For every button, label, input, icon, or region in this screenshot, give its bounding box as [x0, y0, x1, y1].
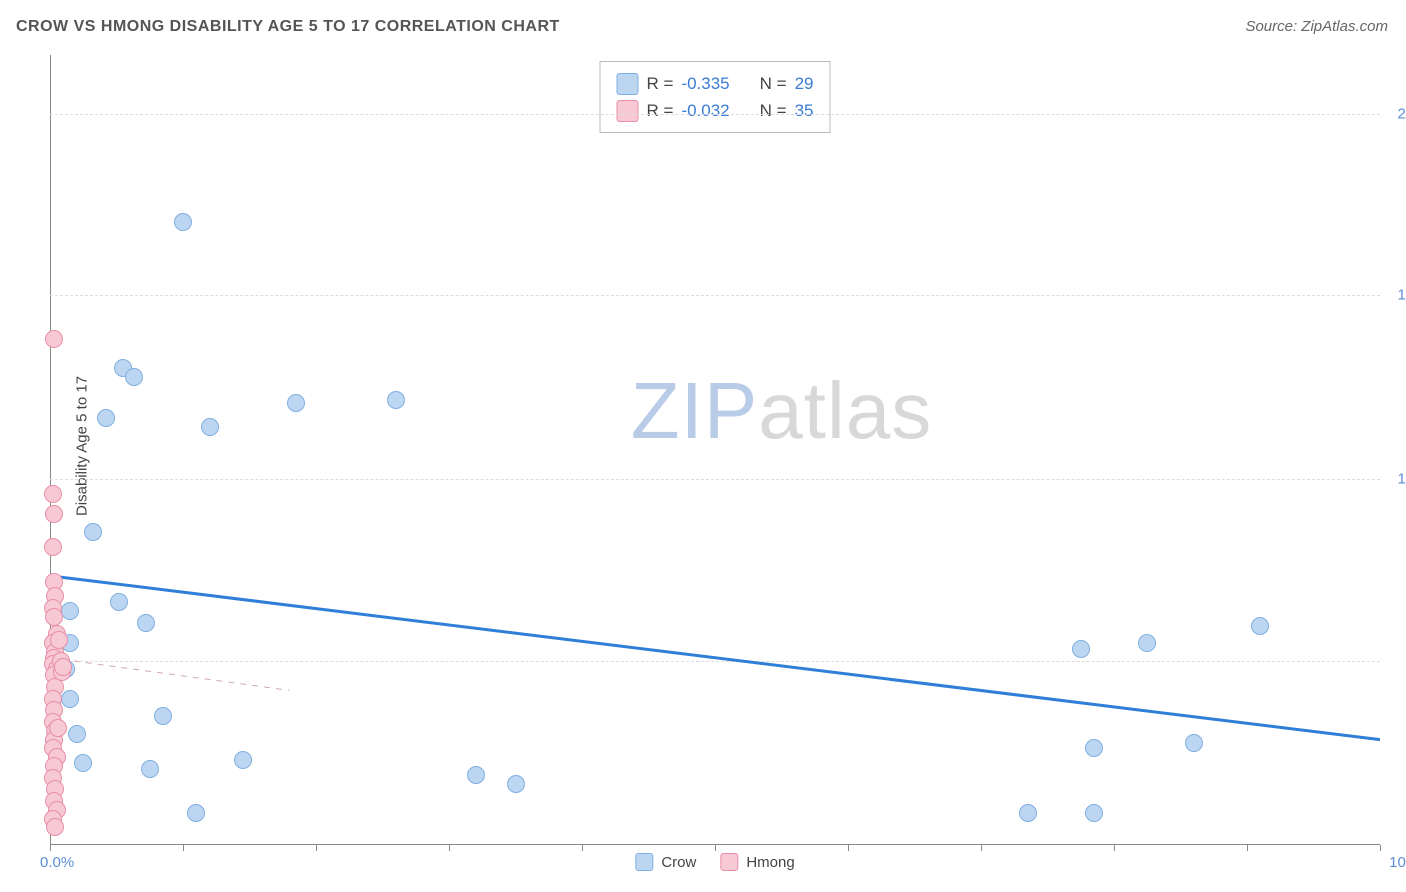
legend-r-value: -0.032	[681, 97, 729, 124]
gridline	[50, 479, 1380, 480]
legend-r-value: -0.335	[681, 70, 729, 97]
legend-swatch	[617, 100, 639, 122]
series-legend: Crow Hmong	[635, 853, 794, 871]
x-tick	[1247, 845, 1248, 851]
y-tick-label: 12.5%	[1385, 471, 1406, 488]
bottom-legend-item: Hmong	[720, 853, 794, 871]
chart-title: CROW VS HMONG DISABILITY AGE 5 TO 17 COR…	[16, 18, 560, 36]
data-point	[1138, 634, 1156, 652]
data-point	[61, 602, 79, 620]
watermark-zip: ZIP	[631, 366, 758, 455]
data-point	[49, 719, 67, 737]
legend-swatch	[617, 73, 639, 95]
legend-row: R = -0.335 N = 29	[617, 70, 814, 97]
data-point	[387, 391, 405, 409]
y-tick-label: 6.3%	[1385, 652, 1406, 669]
data-point	[74, 754, 92, 772]
data-point	[44, 485, 62, 503]
data-point	[68, 725, 86, 743]
data-point	[1072, 640, 1090, 658]
x-tick	[183, 845, 184, 851]
x-tick	[50, 845, 51, 851]
data-point	[141, 760, 159, 778]
data-point	[1251, 617, 1269, 635]
scatter-plot: ZIPatlas 0.0% 100.0% R = -0.335N = 29R =…	[50, 55, 1380, 845]
x-tick	[582, 845, 583, 851]
data-point	[154, 707, 172, 725]
gridline	[50, 295, 1380, 296]
bottom-legend-item: Crow	[635, 853, 696, 871]
x-tick	[981, 845, 982, 851]
data-point	[125, 368, 143, 386]
legend-swatch	[720, 853, 738, 871]
source-attribution: Source: ZipAtlas.com	[1245, 18, 1388, 35]
data-point	[1019, 804, 1037, 822]
data-point	[234, 751, 252, 769]
legend-label: Crow	[661, 854, 696, 871]
x-tick	[316, 845, 317, 851]
data-point	[1085, 739, 1103, 757]
data-point	[45, 505, 63, 523]
data-point	[97, 409, 115, 427]
legend-n-label: N =	[760, 97, 787, 124]
data-point	[467, 766, 485, 784]
data-point	[1185, 734, 1203, 752]
data-point	[287, 394, 305, 412]
data-point	[84, 523, 102, 541]
legend-row: R = -0.032 N = 35	[617, 97, 814, 124]
x-tick	[715, 845, 716, 851]
data-point	[61, 690, 79, 708]
watermark-atlas: atlas	[758, 366, 932, 455]
watermark: ZIPatlas	[631, 365, 932, 457]
correlation-legend: R = -0.335 N = 29 R = -0.032 N = 35	[600, 61, 831, 133]
data-point	[507, 775, 525, 793]
y-tick-label: 18.8%	[1385, 286, 1406, 303]
x-min-label: 0.0%	[40, 854, 74, 871]
gridline	[50, 114, 1380, 115]
x-tick	[1380, 845, 1381, 851]
x-tick	[1114, 845, 1115, 851]
legend-label: Hmong	[746, 854, 794, 871]
data-point	[137, 614, 155, 632]
data-point	[50, 631, 68, 649]
data-point	[187, 804, 205, 822]
legend-n-value: 29	[795, 70, 814, 97]
data-point	[110, 593, 128, 611]
gridline	[50, 661, 1380, 662]
data-point	[45, 608, 63, 626]
trend-lines	[50, 55, 1380, 845]
x-tick	[449, 845, 450, 851]
x-max-label: 100.0%	[1389, 854, 1406, 871]
legend-swatch	[635, 853, 653, 871]
x-tick	[848, 845, 849, 851]
data-point	[44, 538, 62, 556]
data-point	[201, 418, 219, 436]
y-tick-label: 25.0%	[1385, 105, 1406, 122]
legend-n-label: N =	[760, 70, 787, 97]
legend-r-label: R =	[647, 97, 674, 124]
legend-r-label: R =	[647, 70, 674, 97]
data-point	[46, 818, 64, 836]
data-point	[45, 330, 63, 348]
data-point	[54, 658, 72, 676]
legend-n-value: 35	[795, 97, 814, 124]
data-point	[174, 213, 192, 231]
data-point	[1085, 804, 1103, 822]
